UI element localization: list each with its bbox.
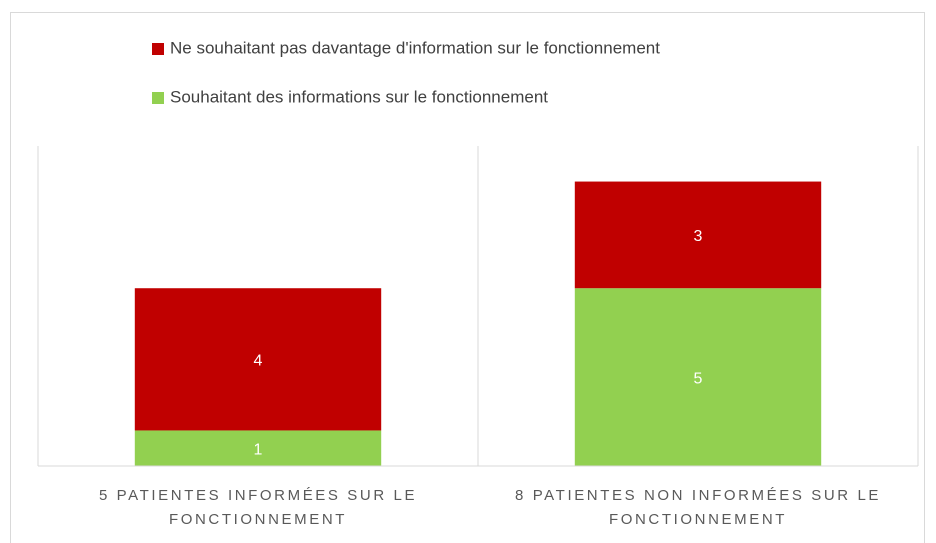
legend-swatch bbox=[152, 92, 164, 104]
bar-segment bbox=[134, 430, 382, 466]
x-tick-label: 8 PATIENTES NON INFORMÉES SUR LE FONCTIO… bbox=[514, 487, 882, 528]
bar-segment bbox=[574, 288, 822, 466]
chart-border bbox=[10, 12, 925, 543]
data-label: 3 bbox=[694, 228, 703, 245]
legend-label: Souhaitant des informations sur le fonct… bbox=[170, 87, 548, 106]
bar-segment bbox=[134, 288, 382, 431]
bar-segment bbox=[574, 181, 822, 289]
data-label: 4 bbox=[254, 353, 263, 370]
legend-swatch bbox=[152, 43, 164, 55]
x-tick-label: 5 PATIENTES INFORMÉES SUR LE FONCTIONNEM… bbox=[98, 487, 418, 528]
data-label: 5 bbox=[694, 370, 703, 387]
legend-label: Ne souhaitant pas davantage d'informatio… bbox=[170, 38, 660, 57]
data-label: 1 bbox=[254, 441, 263, 458]
